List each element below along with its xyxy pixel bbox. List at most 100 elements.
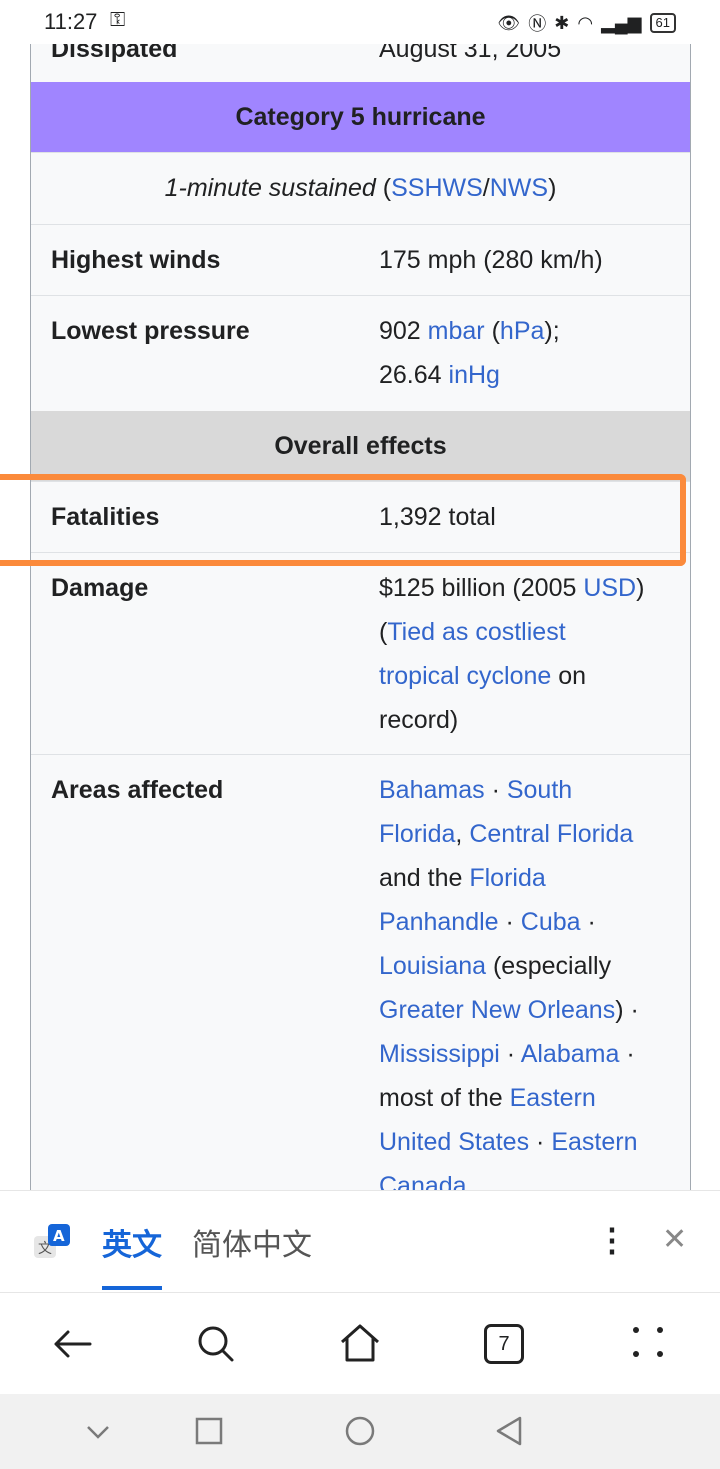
search-icon[interactable] — [194, 1322, 238, 1366]
area-link[interactable]: Bahamas — [379, 776, 485, 804]
area-link[interactable]: United States — [379, 1128, 530, 1156]
mbar-link[interactable]: mbar — [427, 317, 485, 345]
area-text: ) · — [615, 996, 639, 1024]
pressure-mid: ( — [484, 317, 500, 345]
area-text: · — [580, 908, 596, 936]
tab-target-language[interactable]: 简体中文 — [192, 1229, 312, 1262]
areas-affected-value: Bahamas · South Florida, Central Florida a… — [379, 768, 690, 1214]
tropical-cyclone-link[interactable]: tropical cyclone — [379, 662, 552, 690]
area-text: most of the — [379, 1084, 510, 1112]
area-text: and the — [379, 864, 470, 892]
area-link[interactable]: Louisiana — [379, 952, 487, 980]
lowest-pressure-value: 902 mbar (hPa); 26.64 inHg — [379, 309, 690, 411]
nws-link[interactable]: NWS — [489, 174, 549, 202]
bluetooth-icon: ✱ — [554, 12, 570, 33]
area-link[interactable]: Eastern — [551, 1128, 638, 1156]
damage-label: Damage — [51, 574, 149, 602]
area-text: · — [484, 776, 507, 804]
areas-line: Panhandle · Cuba · — [379, 900, 690, 944]
dissipated-row: Dissipated August 31, 2005 — [31, 44, 690, 82]
svg-text:文: 文 — [38, 1241, 52, 1257]
area-text: (especially — [486, 952, 612, 980]
status-icons: 👁 Ⓝ ✱ ◠ ▂▄▆ 61 — [497, 10, 676, 36]
area-link[interactable]: Central Florida — [469, 820, 634, 848]
eye-icon: 👁 — [497, 12, 521, 33]
category-header: Category 5 hurricane — [31, 82, 690, 152]
area-link[interactable]: Florida — [469, 864, 546, 892]
damage-record: record) — [379, 706, 459, 734]
status-bar: 11:27 ⚿ 👁 Ⓝ ✱ ◠ ▂▄▆ 61 — [0, 0, 720, 44]
status-time: 11:27 — [44, 9, 98, 34]
costliest-link[interactable]: Tied as costliest — [387, 618, 566, 646]
more-options-icon[interactable]: ⋮ — [596, 1222, 628, 1258]
area-link[interactable]: Florida — [379, 820, 456, 848]
areas-line: most of the Eastern — [379, 1076, 690, 1120]
nfc-icon: Ⓝ — [528, 14, 547, 34]
area-link[interactable]: South — [506, 776, 573, 804]
fatalities-label: Fatalities — [51, 503, 160, 531]
area-text: , — [455, 820, 470, 848]
area-text: · — [498, 908, 521, 936]
menu-dots-icon[interactable] — [628, 1322, 668, 1362]
hpa-link[interactable]: hPa — [499, 317, 545, 345]
home-circle-icon[interactable] — [344, 1415, 376, 1447]
home-icon[interactable] — [338, 1320, 382, 1364]
close-icon[interactable]: ✕ — [662, 1223, 688, 1256]
areas-line: Greater New Orleans) · — [379, 988, 690, 1032]
sustained-open: ( — [375, 174, 392, 202]
translate-icon[interactable]: 文 A — [32, 1222, 72, 1262]
sustained-sep: / — [482, 174, 490, 202]
areas-affected-row: Areas affected Bahamas · South Florida, C… — [31, 754, 690, 1214]
usd-link[interactable]: USD — [583, 574, 637, 602]
areas-line: Mississippi · Alabama · — [379, 1032, 690, 1076]
signal-icon: ▂▄▆ — [601, 12, 642, 33]
damage-close: ) — [636, 574, 645, 602]
svg-text:A: A — [53, 1227, 65, 1245]
tabs-count-button[interactable]: 7 — [484, 1324, 524, 1364]
tab-source-language[interactable]: 英文 — [102, 1229, 162, 1262]
tab-active-indicator — [102, 1286, 162, 1290]
browser-nav-bar — [0, 1292, 720, 1395]
back-triangle-icon[interactable] — [494, 1415, 524, 1447]
fatalities-row: Fatalities 1,392 total — [31, 481, 690, 552]
battery-icon: 61 — [649, 13, 676, 33]
area-link[interactable]: Mississippi — [379, 1040, 500, 1068]
area-link[interactable]: Cuba — [520, 908, 581, 936]
back-arrow-icon[interactable] — [50, 1322, 94, 1366]
chevron-down-icon[interactable] — [84, 1418, 112, 1446]
area-link[interactable]: Eastern — [509, 1084, 596, 1112]
damage-amount: $125 billion (2005 — [379, 574, 584, 602]
dissipated-label: Dissipated — [51, 44, 178, 63]
damage-open: ( — [379, 618, 388, 646]
areas-line: Bahamas · South — [379, 768, 690, 812]
area-link[interactable]: Panhandle — [379, 908, 499, 936]
area-link[interactable]: Greater New Orleans — [379, 996, 616, 1024]
areas-line: and the Florida — [379, 856, 690, 900]
area-link[interactable]: Alabama — [520, 1040, 620, 1068]
translation-bar — [0, 1190, 720, 1291]
inhg-link[interactable]: inHg — [448, 361, 500, 389]
area-text: · — [499, 1040, 521, 1068]
overall-effects-header: Overall effects — [31, 411, 690, 481]
pressure-end: ); — [544, 317, 560, 345]
recents-icon[interactable] — [194, 1416, 224, 1446]
sshws-link[interactable]: SSHWS — [391, 174, 483, 202]
highest-winds-row: Highest winds 175 mph (280 km/h) — [31, 224, 690, 295]
infobox: Dissipated August 31, 2005 Category 5 hu… — [30, 44, 691, 1214]
pressure-mbar-value: 902 — [379, 317, 428, 345]
area-text: · — [619, 1040, 635, 1068]
sustained-row: 1-minute sustained (SSHWS/NWS) — [31, 152, 690, 224]
system-nav-bar — [0, 1394, 720, 1469]
sustained-prefix: 1-minute sustained — [164, 174, 376, 202]
areas-affected-label: Areas affected — [51, 776, 224, 804]
areas-line: Florida, Central Florida — [379, 812, 690, 856]
damage-on: on — [551, 662, 587, 690]
lowest-pressure-row: Lowest pressure 902 mbar (hPa); 26.64 in… — [31, 295, 690, 411]
lowest-pressure-label: Lowest pressure — [51, 317, 250, 345]
sustained-close: ) — [548, 174, 557, 202]
area-text: · — [529, 1128, 552, 1156]
wifi-icon: ◠ — [577, 12, 594, 33]
areas-line: United States · Eastern — [379, 1120, 690, 1164]
highest-winds-value: 175 mph (280 km/h) — [379, 246, 603, 274]
key-icon: ⚿ — [110, 9, 126, 31]
